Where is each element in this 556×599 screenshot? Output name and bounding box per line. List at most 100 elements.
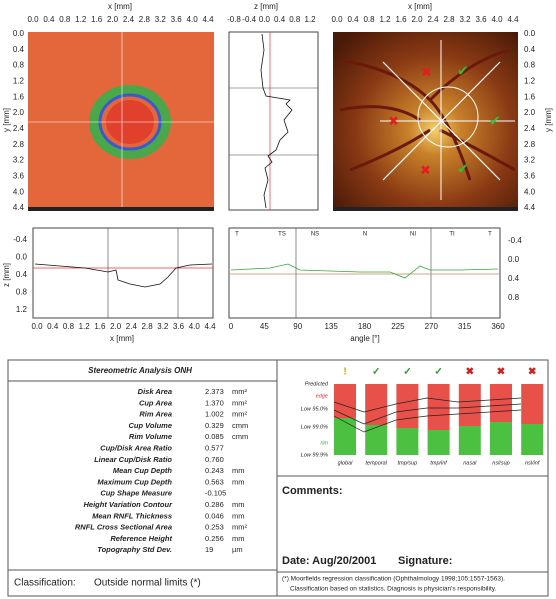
tick-label: 0.8 [16,288,28,297]
tick-label: 0.4 [16,270,28,279]
sector-label: tmp/inf [430,460,447,466]
parameter-unit: mm [232,511,245,520]
tick-label: 2.8 [524,140,536,149]
rim-bar-cup [365,384,388,425]
tick-label: 2.4 [427,15,439,24]
tick-label: 4.0 [187,15,199,24]
tick-label: 1.2 [79,322,91,331]
parameter-value: 0.286 [205,500,224,509]
parameter-name: Disk Area [138,387,172,396]
tick-label: 2.0 [13,108,25,117]
level-label: Low 95.0% [301,406,328,412]
tick-label: 4.4 [524,203,536,212]
parameter-value: 0.253 [205,523,224,532]
status-symbol: ✓ [372,367,380,378]
parameter-name: Linear Cup/Disk Ratio [94,455,172,464]
rim-bar-rim [396,428,419,455]
tick-label: 4.4 [13,203,25,212]
status-symbol: ✖ [528,367,536,378]
tick-label: 0.0 [259,15,271,24]
parameter-name: RNFL Cross Sectional Area [75,523,172,532]
tick-label: 45 [260,322,269,331]
tick-label: -0.4 [13,235,27,244]
sector-label: nasal [463,460,477,466]
sector-fail: ✖ [388,113,399,128]
tick-label: 0.8 [59,15,71,24]
limit-line [333,403,522,425]
tick-label: 360 [491,322,505,331]
rim-bar-rim [365,425,388,455]
tick-label: 4.4 [204,322,216,331]
parameter-unit: cmm [232,421,248,430]
tick-label: 270 [425,322,439,331]
tick-label: 3.2 [524,156,536,165]
status-symbol: ✖ [466,367,474,378]
parameter-value: 1.370 [205,398,224,407]
parameter-value: 0.760 [205,455,224,464]
tick-label: 2.0 [524,108,536,117]
tick-label: 1.6 [13,92,25,101]
date: Date: Aug/20/2001 [282,555,376,567]
profile-curve [260,33,293,209]
status-symbol: ✓ [434,367,442,378]
sector-label: global [338,460,353,466]
sector-label: TI [449,232,455,238]
axis-label: x [mm] [108,2,132,11]
parameter-unit: cmm [232,432,248,441]
tick-label: 3.2 [157,322,169,331]
disc-contour [417,86,479,148]
image-border [28,207,214,211]
tick-label: 1.2 [75,15,87,24]
sector-fail: ✖ [421,64,432,79]
tick-label: 0.0 [16,253,28,262]
parameter-value: 2.373 [205,387,224,396]
level-label: rim [320,440,328,446]
parameter-unit: mm [232,500,245,509]
sector-label: tmp/sup [398,460,418,466]
tick-label: 3.6 [173,322,185,331]
sector-label: T [235,232,239,238]
tick-label: 0.8 [13,61,25,70]
tick-label: 1.6 [395,15,407,24]
axis-label: angle [°] [350,334,379,343]
parameter-name: Mean RNFL Thickness [92,511,172,520]
parameter-value: -0.105 [205,489,226,498]
tick-label: 0.4 [508,274,520,283]
tick-label: 3.6 [171,15,183,24]
rim-bar-rim [334,418,356,455]
tick-label: 2.4 [13,124,25,133]
tick-label: 3.6 [13,171,25,180]
tick-label: 4.4 [507,15,519,24]
level-label: edge [316,393,328,399]
tick-label: 225 [391,322,405,331]
parameter-value: 0.243 [205,466,224,475]
tick-label: 1.2 [304,15,316,24]
comments-label: Comments: [282,485,343,497]
profile-box [228,31,319,211]
tick-label: 0.8 [363,15,375,24]
tick-label: 2.0 [411,15,423,24]
parameter-name: Rim Volume [129,432,172,441]
footnote: (*) Moorfields regression classification… [282,576,505,583]
signature-label: Signature: [398,555,452,567]
tick-label: 2.8 [443,15,455,24]
parameter-unit: mm² [232,398,247,407]
level-label: Low 99.9% [301,452,328,458]
rim-bar-rim [458,426,481,455]
footnote: Classification based on statistics. Diag… [290,586,497,593]
tick-label: 1.6 [524,92,536,101]
tick-label: 90 [293,322,302,331]
parameter-name: Cup Area [139,398,172,407]
parameter-name: Cup/Disk Area Ratio [100,443,172,452]
analysis-frame [7,359,549,597]
tick-label: 0.0 [508,255,520,264]
tick-label: 0.8 [63,322,75,331]
status-symbol: ✓ [403,367,411,378]
parameter-name: Rim Area [139,410,172,419]
parameter-unit: mm² [232,410,247,419]
tick-label: 0.0 [13,29,25,38]
analysis-title: Stereometric Analysis ONH [88,366,192,375]
classification-label: Classification: [14,578,76,589]
tick-label: 0.0 [331,15,343,24]
